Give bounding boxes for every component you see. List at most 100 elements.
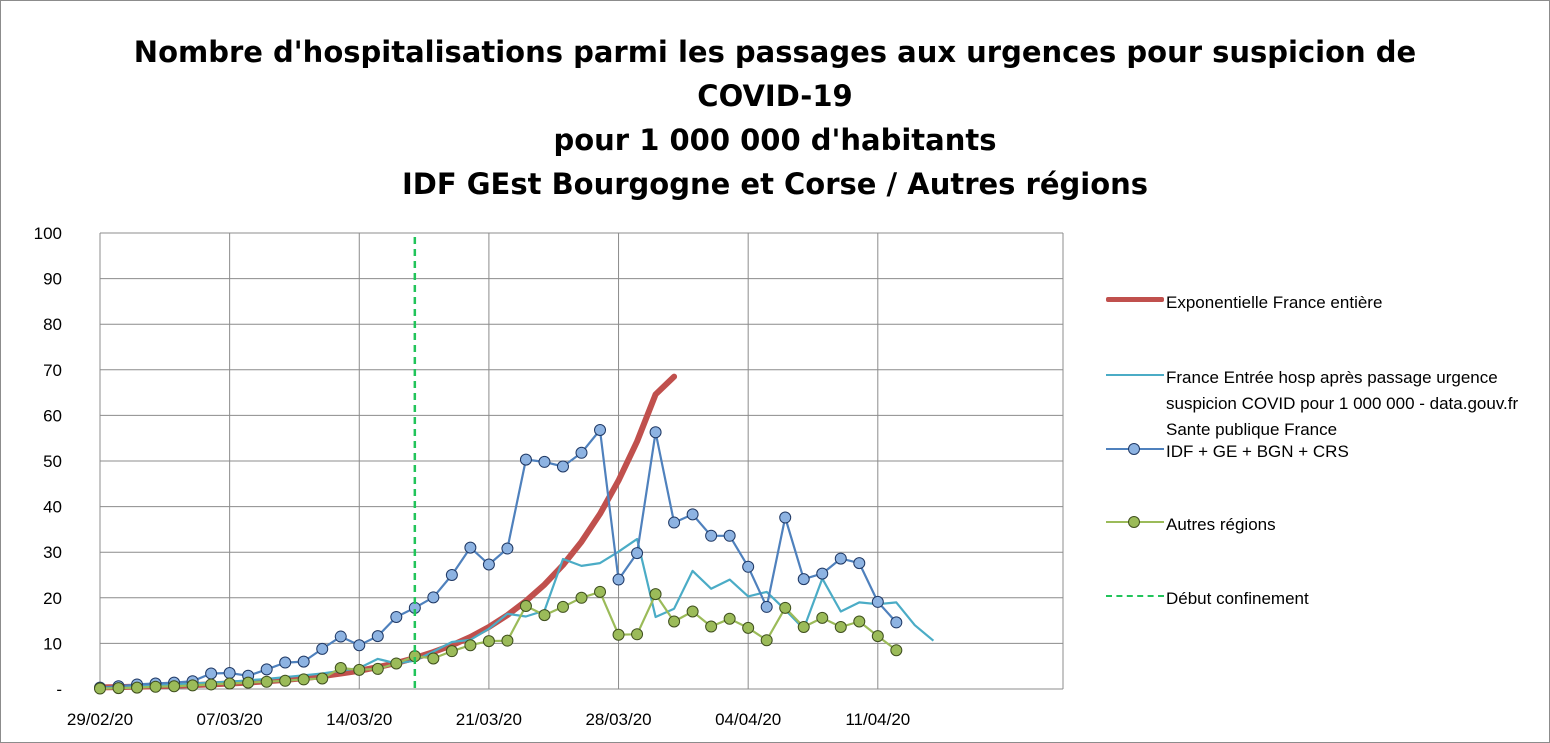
idf-ge-bgn-crs-point <box>742 560 755 573</box>
legend-symbol-green-dashed-line <box>1102 586 1164 606</box>
x-tick-label: 21/03/20 <box>456 710 522 729</box>
idf-ge-bgn-crs-point <box>223 667 236 680</box>
x-tick-label: 14/03/20 <box>326 710 392 729</box>
idf-ge-bgn-crs-point <box>871 595 884 608</box>
autres-regions-point <box>279 674 292 687</box>
idf-ge-bgn-crs-point <box>834 552 847 565</box>
idf-ge-bgn-crs-point <box>390 610 403 623</box>
idf-ge-bgn-crs-point <box>890 616 903 629</box>
idf-ge-bgn-crs-point <box>723 529 736 542</box>
legend-item-france: France Entrée hosp après passage urgence… <box>1102 365 1546 443</box>
autres-regions-point <box>742 621 755 634</box>
legend-label: IDF + GE + BGN + CRS <box>1166 442 1349 461</box>
y-tick-label: 50 <box>43 452 62 471</box>
legend-item-autres: Autres régions <box>1102 512 1546 538</box>
y-tick-label: 90 <box>43 270 62 289</box>
autres-regions-point <box>223 677 236 690</box>
autres-regions-point <box>297 673 310 686</box>
autres-regions-point <box>575 591 588 604</box>
idf-ge-bgn-crs-point <box>464 541 477 554</box>
autres-regions-point <box>445 645 458 658</box>
y-tick-label: 70 <box>43 361 62 380</box>
y-tick-label: - <box>56 680 62 699</box>
legend-item-confinement: Début confinement <box>1102 586 1546 612</box>
y-tick-label: 100 <box>34 224 62 243</box>
title-line-1: Nombre d'hospitalisations parmi les pass… <box>133 35 1417 69</box>
idf-ge-bgn-crs-line <box>99 428 898 689</box>
idf-ge-bgn-crs-point <box>445 569 458 581</box>
idf-ge-bgn-crs-point <box>297 655 310 668</box>
x-tick-label: 28/03/20 <box>585 710 651 729</box>
autres-regions-point <box>94 682 106 695</box>
autres-regions-point <box>186 679 199 692</box>
idf-ge-bgn-crs-point <box>760 600 773 613</box>
idf-ge-bgn-crs-point <box>482 558 495 571</box>
idf-ge-bgn-crs-point <box>779 511 792 524</box>
autres-regions-point <box>519 600 532 613</box>
idf-ge-bgn-crs-point <box>205 667 218 680</box>
autres-regions-point <box>427 652 440 665</box>
idf-ge-bgn-crs-point <box>686 508 699 521</box>
idf-ge-bgn-crs-point <box>260 663 273 676</box>
legend-label: Début confinement <box>1166 589 1309 608</box>
title-line-2: COVID-19 <box>697 79 853 113</box>
legend-symbol-blue-marker-line <box>1102 439 1164 459</box>
idf-ge-bgn-crs-point <box>519 453 532 466</box>
x-tick-label: 29/02/20 <box>67 710 133 729</box>
chart-title: Nombre d'hospitalisations parmi les pass… <box>0 30 1550 206</box>
title-line-4: IDF GEst Bourgogne et Corse / Autres rég… <box>401 167 1149 201</box>
autres-regions-point <box>390 657 403 670</box>
autres-regions-point <box>890 644 903 657</box>
idf-ge-bgn-crs-point <box>538 455 551 468</box>
x-tick-label: 04/04/20 <box>715 710 781 729</box>
y-tick-label: 30 <box>43 543 62 562</box>
y-tick-label: 60 <box>43 406 62 425</box>
autres-regions-point <box>612 628 625 641</box>
idf-ge-bgn-crs-point <box>501 542 514 555</box>
autres-regions-point <box>779 601 792 614</box>
autres-regions-point <box>334 662 347 675</box>
idf-ge-bgn-crs-point <box>334 630 347 643</box>
x-tick-label: 07/03/20 <box>197 710 263 729</box>
legend-symbol-cyan-line <box>1102 365 1164 385</box>
idf-ge-bgn-crs-point <box>353 639 366 652</box>
idf-ge-bgn-crs-point <box>797 573 810 586</box>
legend-symbol-green-marker-line <box>1102 512 1164 532</box>
autres-regions-point <box>686 605 699 618</box>
idf-ge-bgn-crs-point <box>316 642 329 655</box>
autres-regions-point <box>760 634 773 647</box>
x-tick-label: 11/04/20 <box>845 710 910 729</box>
autres-regions-point <box>242 676 255 689</box>
autres-regions-point <box>168 680 181 693</box>
legend-symbol-thick-red-line <box>1102 290 1164 310</box>
legend-label: France Entrée hosp après passage urgence… <box>1166 368 1519 439</box>
legend-item-idf: IDF + GE + BGN + CRS <box>1102 439 1546 465</box>
autres-regions-point <box>668 615 681 628</box>
autres-regions-point <box>556 600 569 613</box>
exponential-curve <box>97 373 678 691</box>
legend-label: Exponentielle France entière <box>1166 293 1383 312</box>
autres-regions-point <box>260 675 273 688</box>
autres-regions-point <box>464 639 477 652</box>
autres-regions-point <box>871 630 884 643</box>
y-tick-label: 10 <box>43 634 62 653</box>
y-tick-label: 20 <box>43 589 62 608</box>
x-axis-ticks: 29/02/20 07/03/20 14/03/20 21/03/20 28/03/20… <box>67 710 910 729</box>
france-line <box>99 537 935 690</box>
idf-ge-bgn-crs-point <box>816 567 829 580</box>
autres-regions-point <box>705 620 718 633</box>
idf-ge-bgn-crs-point <box>853 557 866 570</box>
autres-regions-point <box>723 612 736 625</box>
autres-regions-point <box>853 615 866 628</box>
series-layer <box>94 237 935 695</box>
autres-regions-point <box>149 680 162 693</box>
autres-regions-point <box>631 628 644 641</box>
idf-ge-bgn-crs-point <box>575 446 588 459</box>
autres-regions-point <box>834 620 847 633</box>
title-line-3: pour 1 000 000 d'habitants <box>553 123 997 157</box>
idf-ge-bgn-crs-point <box>556 460 569 473</box>
idf-ge-bgn-crs-point <box>668 516 681 529</box>
idf-ge-bgn-crs-point <box>649 426 662 439</box>
grid <box>99 232 1064 690</box>
